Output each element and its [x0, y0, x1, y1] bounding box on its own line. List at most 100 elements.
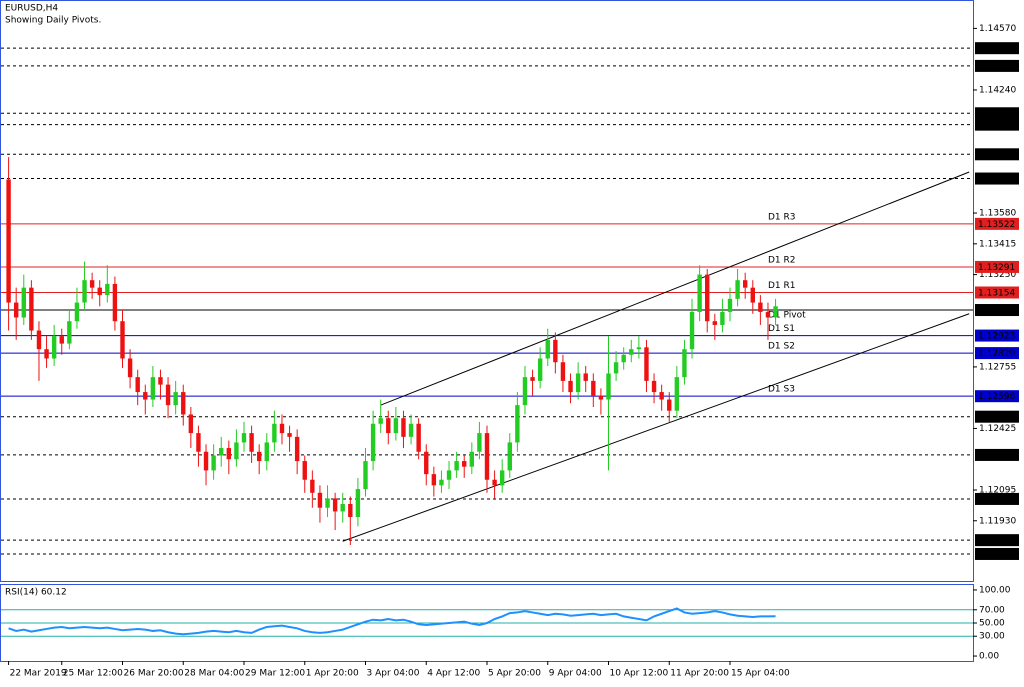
candle-body [127, 358, 133, 378]
y-tick-label: 1.12425 [979, 424, 1016, 434]
y-tick-label: 1.11930 [979, 516, 1016, 526]
level-name: D1 R3 [768, 212, 796, 222]
level-label: 1.14115 [978, 109, 1015, 119]
candle-body [568, 380, 573, 393]
candle-body [401, 418, 406, 437]
candle-body [150, 377, 156, 400]
candle-body [742, 280, 748, 288]
candle-body [332, 498, 338, 512]
candle-body [196, 433, 201, 452]
candle-body [158, 377, 163, 385]
candle-body [105, 283, 110, 296]
candle-body [203, 451, 209, 471]
candle-body [6, 179, 11, 303]
level-box [975, 118, 1019, 131]
candle-body [234, 442, 239, 460]
y-tick-label: 1.14570 [979, 24, 1016, 34]
candle-body [74, 302, 80, 322]
plot-layer: 1.14570 1.14240 1.13580 1.13415 1.13250 1.127… [1, 24, 1019, 679]
rsi-y-tick-label: 0.00 [979, 652, 999, 662]
candle-body [226, 448, 232, 460]
candle-body [370, 423, 376, 462]
x-tick-label: 28 Mar 04:00 [184, 669, 244, 679]
chart-title: EURUSD,H4 [5, 4, 58, 14]
level-box [975, 148, 1019, 161]
level-box [975, 172, 1019, 185]
level-box [975, 42, 1019, 55]
level-box [975, 329, 1019, 342]
candle-body [363, 461, 368, 490]
level-box [975, 347, 1019, 360]
level-name: D1 S2 [768, 342, 795, 352]
candle-body [310, 479, 315, 493]
candle-body [256, 451, 262, 462]
level-label: 1.12923 [978, 332, 1015, 342]
level-label: 1.12488 [978, 413, 1015, 423]
candle-body [211, 455, 216, 471]
candle-body [348, 503, 353, 518]
candle-body [241, 433, 247, 443]
candle-body [21, 287, 26, 318]
candle-body [636, 347, 642, 350]
candle-body [507, 442, 512, 471]
candle-body [667, 399, 672, 411]
candle-body [575, 373, 581, 393]
x-tick-label: 4 Apr 12:00 [427, 669, 480, 679]
candle-body [378, 418, 383, 424]
candle-body [758, 302, 763, 312]
level-label: 1.13291 [978, 263, 1015, 273]
candle-body [424, 451, 429, 475]
x-tick-label: 5 Apr 20:00 [488, 669, 541, 679]
candle-body [249, 433, 254, 452]
candle-body [272, 423, 277, 443]
level-name: D1 R2 [768, 255, 796, 265]
candle-body [355, 489, 361, 518]
candle-body [13, 302, 19, 318]
candle-body [302, 461, 307, 480]
candle-body [59, 336, 64, 344]
x-tick-label: 22 Mar 2019 [10, 669, 67, 679]
rsi-line [8, 607, 776, 636]
level-box [975, 217, 1019, 230]
trend-line [380, 171, 970, 406]
candle-body [553, 339, 558, 363]
candle-body [689, 311, 695, 350]
candle-body [29, 287, 34, 331]
x-tick-label: 11 Apr 20:00 [670, 669, 729, 679]
y-tick-label: 1.13415 [979, 239, 1016, 249]
candle-body [750, 287, 755, 303]
chart-subtitle: Showing Daily Pivots. [5, 16, 101, 26]
candle-body [598, 395, 604, 400]
level-box [975, 286, 1019, 299]
x-tick-label: 15 Apr 04:00 [731, 669, 790, 679]
level-name: D1 S1 [768, 324, 795, 334]
level-label: 1.13060 [978, 306, 1015, 316]
rsi-y-tick-label: 50.00 [979, 619, 1005, 629]
candle-body [659, 392, 664, 400]
candle-body [317, 492, 323, 508]
x-tick-label: 25 Mar 12:00 [63, 669, 123, 679]
level-box [975, 260, 1019, 273]
candle-body [287, 433, 292, 437]
rsi-y-tick-label: 70.00 [979, 605, 1005, 615]
y-tick-label: 1.13250 [979, 270, 1016, 280]
rsi-title: RSI(14) 60.12 [5, 588, 67, 598]
candle-body [591, 380, 596, 396]
level-label: 1.13154 [978, 288, 1015, 298]
candle-body [36, 330, 42, 350]
level-box [975, 547, 1019, 560]
candle-body [82, 280, 87, 303]
x-tick-label: 9 Apr 04:00 [549, 669, 602, 679]
candle-body [560, 362, 566, 381]
level-name: D1 R1 [768, 281, 796, 291]
candle-body [629, 349, 634, 355]
candle-body [181, 392, 186, 415]
level-name: D1 S3 [768, 385, 795, 395]
candle-body [89, 280, 95, 288]
x-tick-label: 10 Apr 12:00 [610, 669, 669, 679]
level-label: 1.12829 [978, 349, 1015, 359]
level-label: 1.14464 [978, 44, 1015, 54]
candle-body [264, 442, 269, 462]
x-tick-label: 1 Apr 20:00 [306, 669, 359, 679]
